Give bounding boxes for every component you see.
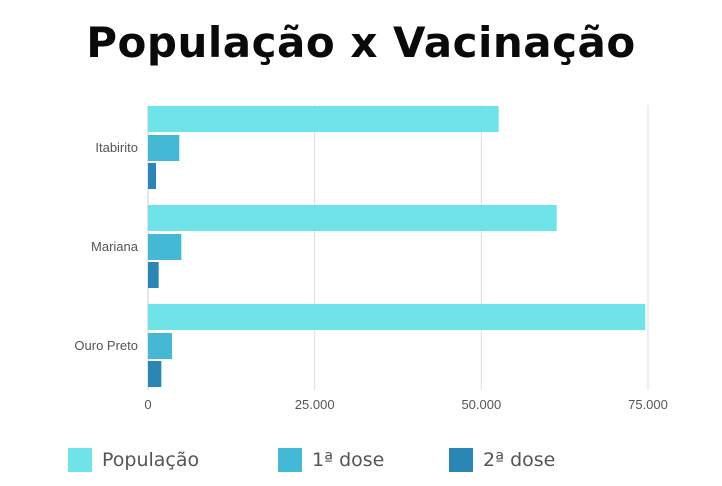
category-label-itabirito: Itabirito xyxy=(95,140,138,155)
chart-legend: População 1ª dose 2ª dose xyxy=(0,443,722,477)
bar-ouro-preto-series-0 xyxy=(148,304,646,330)
bar-itabirito-series-0 xyxy=(148,106,499,132)
legend-item-1a-dose: 1ª dose xyxy=(278,443,384,477)
bar-mariana-series-2 xyxy=(148,262,159,288)
legend-label-populacao: População xyxy=(102,449,200,471)
bar-ouro-preto-series-1 xyxy=(148,333,172,359)
bar-ouro-preto-series-2 xyxy=(148,361,162,387)
legend-item-2a-dose: 2ª dose xyxy=(449,443,555,477)
legend-label-2a-dose: 2ª dose xyxy=(483,449,556,471)
x-tick-label-3: 75.000 xyxy=(628,397,668,412)
legend-swatch-2a-dose xyxy=(449,448,473,472)
legend-swatch-1a-dose xyxy=(278,448,302,472)
x-tick-label-0: 0 xyxy=(144,397,151,412)
chart-title: População x Vacinação xyxy=(86,18,636,67)
bar-mariana-series-0 xyxy=(148,205,557,231)
category-label-ouro-preto: Ouro Preto xyxy=(74,338,138,353)
bar-itabirito-series-2 xyxy=(148,163,156,189)
legend-swatch-populacao xyxy=(68,448,92,472)
category-label-mariana: Mariana xyxy=(91,239,139,254)
legend-label-1a-dose: 1ª dose xyxy=(312,449,385,471)
legend-item-populacao: População xyxy=(68,443,199,477)
bar-itabirito-series-1 xyxy=(148,135,180,161)
x-tick-label-2: 50.000 xyxy=(461,397,501,412)
x-tick-label-1: 25.000 xyxy=(295,397,335,412)
bar-mariana-series-1 xyxy=(148,234,182,260)
